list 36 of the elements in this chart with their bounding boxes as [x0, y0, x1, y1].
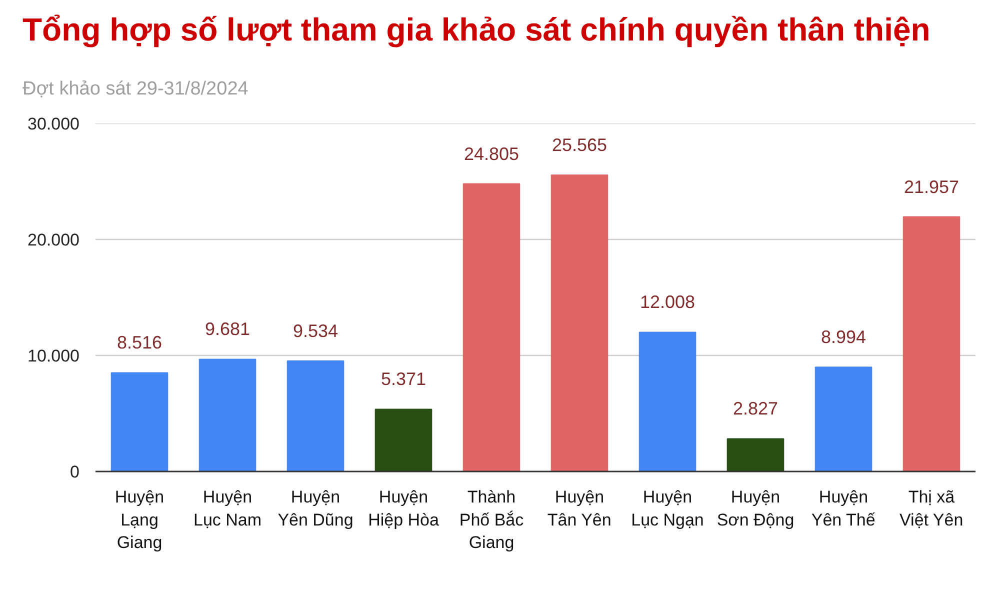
- bar: [462, 183, 520, 472]
- y-tick-label: 30.000: [28, 114, 80, 134]
- x-tick-label: Huyện Lục Ngạn: [631, 488, 704, 530]
- bar: [814, 366, 872, 472]
- data-label: 5.371: [380, 369, 426, 390]
- bar: [286, 360, 344, 472]
- chart-subtitle: Đợt khảo sát 29-31/8/2024: [22, 78, 249, 100]
- y-tick-label: 10.000: [28, 346, 80, 366]
- x-tick-label: Thành Phố Bắc Giang: [459, 488, 524, 552]
- x-tick-label: Thị xã Việt Yên: [900, 488, 964, 530]
- bar: [198, 358, 256, 472]
- data-label: 9.534: [292, 320, 338, 341]
- data-label: 21.957: [904, 176, 960, 197]
- data-label: 25.565: [552, 134, 608, 155]
- x-tick-label: Huyện Lạng Giang: [114, 488, 164, 552]
- data-label: 24.805: [464, 144, 520, 164]
- data-label: 12.008: [640, 292, 696, 312]
- x-tick-label: Huyện Tân Yên: [547, 488, 612, 530]
- x-tick-label: Huyện Yên Thế: [811, 488, 876, 530]
- x-tick-label: Huyện Hiệp Hòa: [368, 488, 440, 530]
- bar: [638, 332, 696, 472]
- bar: [726, 438, 784, 472]
- data-label: 8.516: [116, 332, 162, 353]
- data-label: 8.994: [820, 327, 866, 348]
- bar: [110, 372, 168, 472]
- y-tick-label: 20.000: [28, 230, 80, 250]
- x-tick-label: Huyện Sơn Động: [716, 488, 794, 530]
- chart-title: Tổng hợp số lượt tham gia khảo sát chính quyền thân thiện: [22, 12, 930, 48]
- x-tick-label: Huyện Lục Nam: [193, 488, 262, 530]
- x-tick-label: Huyện Yên Dũng: [278, 488, 354, 530]
- bar: [902, 216, 960, 472]
- bar: [374, 408, 432, 472]
- y-tick-label: 0: [70, 462, 80, 482]
- bar: [550, 174, 608, 472]
- data-label: 9.681: [204, 319, 250, 340]
- data-label: 2.827: [732, 398, 778, 419]
